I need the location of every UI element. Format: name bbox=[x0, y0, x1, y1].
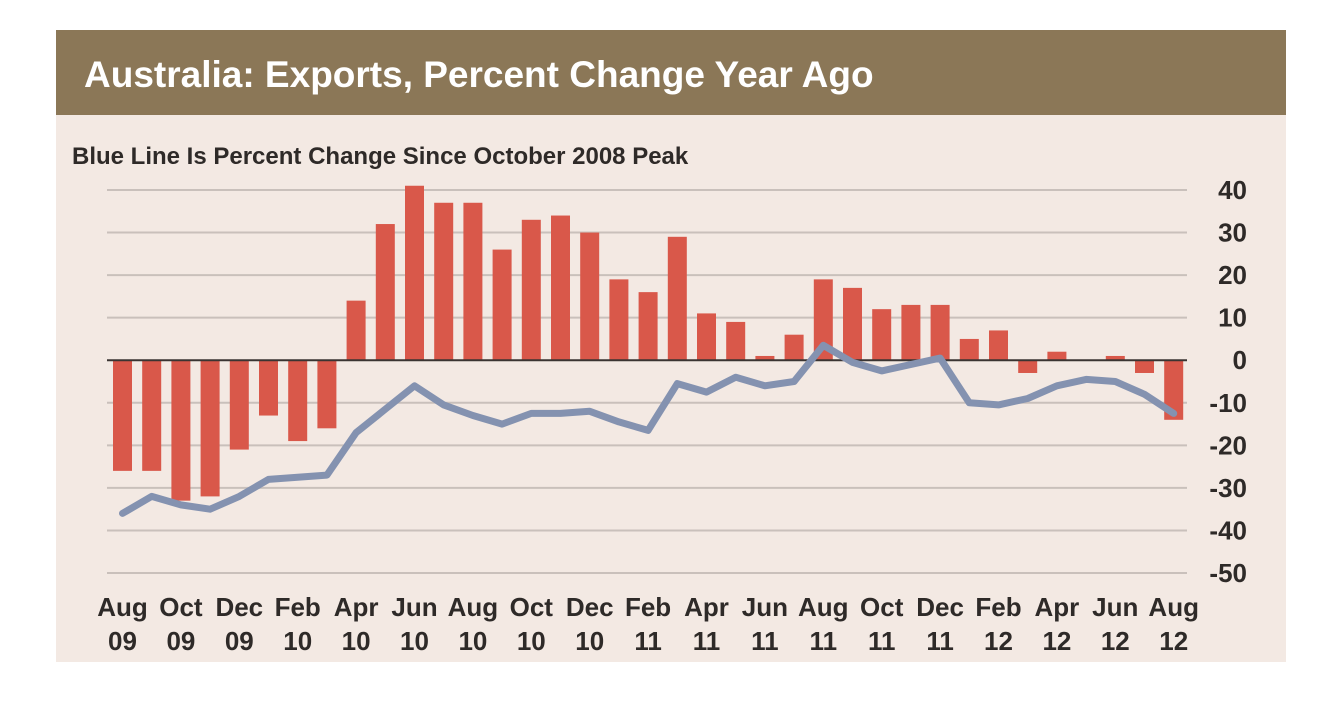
bar bbox=[200, 360, 220, 497]
bar bbox=[989, 330, 1008, 361]
y-tick-label: -30 bbox=[1209, 473, 1247, 503]
y-tick-label: 20 bbox=[1218, 260, 1247, 290]
bar bbox=[375, 224, 395, 361]
bar bbox=[1105, 355, 1125, 361]
y-tick-label: 10 bbox=[1218, 303, 1247, 333]
x-tick-label-month: Dec bbox=[215, 592, 263, 622]
x-tick-label-month: Apr bbox=[1035, 592, 1080, 622]
line-series bbox=[119, 341, 1178, 517]
x-tick-label-year: 11 bbox=[634, 626, 662, 656]
y-tick-labels: 40 30 20 10 0 -10 -20 -30 -40 -50 bbox=[1209, 175, 1247, 588]
x-tick-label-month: Oct bbox=[159, 592, 203, 622]
x-tick-label-year: 10 bbox=[400, 626, 429, 656]
x-tick-label-month: Aug bbox=[1148, 592, 1199, 622]
x-tick-label-month: Jun bbox=[742, 592, 788, 622]
bar bbox=[726, 321, 746, 361]
bar bbox=[959, 338, 979, 361]
y-tick-label: -20 bbox=[1209, 430, 1247, 460]
x-tick-label-year: 11 bbox=[926, 626, 954, 656]
bar bbox=[1135, 360, 1154, 373]
y-tick-label: 0 bbox=[1233, 345, 1247, 375]
x-tick-label-year: 10 bbox=[575, 626, 604, 656]
x-tick-label-month: Aug bbox=[798, 592, 849, 622]
bar-series bbox=[113, 185, 1184, 501]
y-tick-label: -40 bbox=[1209, 515, 1247, 545]
bar bbox=[113, 360, 132, 471]
x-tick-label-month: Jun bbox=[391, 592, 437, 622]
x-tick-label-month: Feb bbox=[975, 592, 1021, 622]
chart-subtitle: Blue Line Is Percent Change Since Octobe… bbox=[72, 143, 689, 170]
bar bbox=[667, 236, 687, 361]
x-tick-label-year: 09 bbox=[166, 626, 195, 656]
bar bbox=[463, 202, 483, 361]
x-tick-label-month: Dec bbox=[916, 592, 964, 622]
bar bbox=[551, 215, 570, 361]
x-tick-label-year: 10 bbox=[342, 626, 371, 656]
chart-title: Australia: Exports, Percent Change Year … bbox=[84, 54, 874, 95]
bar bbox=[346, 300, 366, 361]
x-tick-label-month: Feb bbox=[275, 592, 321, 622]
x-tick-label-year: 11 bbox=[868, 626, 896, 656]
x-tick-label-month: Jun bbox=[1092, 592, 1138, 622]
bar bbox=[259, 360, 278, 416]
bar bbox=[813, 279, 833, 361]
bar bbox=[1164, 360, 1184, 420]
chart-panel: Australia: Exports, Percent Change Year … bbox=[56, 30, 1286, 662]
bar bbox=[1018, 360, 1038, 373]
bar bbox=[638, 292, 658, 361]
y-tick-label: -50 bbox=[1209, 558, 1247, 588]
x-tick-label-year: 11 bbox=[693, 626, 721, 656]
bar bbox=[1047, 351, 1067, 361]
y-tick-label: -10 bbox=[1209, 388, 1247, 418]
bar bbox=[171, 360, 191, 501]
x-tick-label-year: 12 bbox=[984, 626, 1013, 656]
x-tick-label-year: 09 bbox=[225, 626, 254, 656]
bar bbox=[609, 279, 629, 361]
x-tick-label-year: 09 bbox=[108, 626, 137, 656]
x-tick-label-year: 10 bbox=[458, 626, 487, 656]
y-tick-label: 30 bbox=[1218, 218, 1247, 248]
x-tick-label-year: 12 bbox=[1159, 626, 1188, 656]
y-tick-label: 40 bbox=[1218, 175, 1247, 205]
x-tick-label-month: Apr bbox=[334, 592, 379, 622]
x-tick-label-month: Feb bbox=[625, 592, 671, 622]
x-tick-labels: Aug 09 Oct 09 Dec 09 Feb 10 Apr 10 Jun 10 Aug 10 Oct 10… bbox=[97, 592, 1199, 656]
title-bar: Australia: Exports, Percent Change Year … bbox=[56, 30, 1286, 115]
bar bbox=[317, 360, 337, 429]
bar bbox=[492, 249, 512, 361]
x-tick-label-year: 10 bbox=[283, 626, 312, 656]
x-tick-label-month: Aug bbox=[97, 592, 148, 622]
bar bbox=[288, 360, 308, 442]
x-tick-label-month: Oct bbox=[510, 592, 554, 622]
series-line bbox=[119, 341, 1178, 517]
bar bbox=[930, 304, 950, 361]
x-tick-label-year: 10 bbox=[517, 626, 546, 656]
bar bbox=[697, 313, 716, 361]
bar bbox=[405, 185, 424, 361]
x-tick-label-month: Aug bbox=[448, 592, 499, 622]
x-tick-label-month: Oct bbox=[860, 592, 904, 622]
gridlines bbox=[107, 189, 1187, 574]
x-tick-label-year: 12 bbox=[1101, 626, 1130, 656]
bar bbox=[784, 334, 804, 361]
bar bbox=[580, 232, 600, 361]
bar bbox=[229, 360, 249, 450]
x-tick-label-year: 11 bbox=[751, 626, 779, 656]
bar bbox=[843, 287, 862, 361]
x-tick-label-month: Apr bbox=[684, 592, 729, 622]
x-tick-label-year: 11 bbox=[810, 626, 838, 656]
bar bbox=[872, 309, 892, 361]
bar bbox=[755, 355, 775, 361]
x-tick-label-year: 12 bbox=[1042, 626, 1071, 656]
bar bbox=[434, 202, 454, 361]
bar bbox=[521, 219, 541, 361]
bar bbox=[142, 360, 162, 471]
bar bbox=[901, 304, 921, 361]
x-tick-label-month: Dec bbox=[566, 592, 614, 622]
